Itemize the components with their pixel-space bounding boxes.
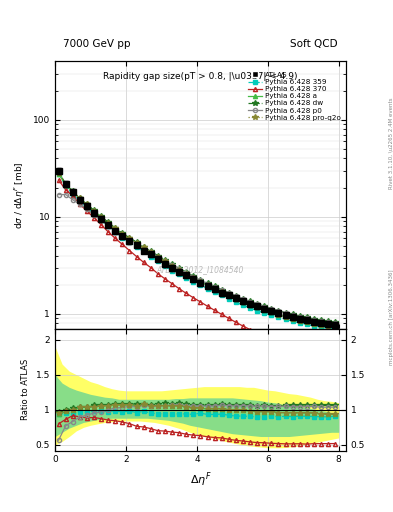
Text: Rivet 3.1.10, \u2265 2.4M events: Rivet 3.1.10, \u2265 2.4M events (389, 98, 393, 189)
Y-axis label: Ratio to ATLAS: Ratio to ATLAS (21, 359, 30, 420)
Y-axis label: d$\sigma$ / d$\Delta\eta^F$ [mb]: d$\sigma$ / d$\Delta\eta^F$ [mb] (13, 161, 28, 229)
Legend: ATLAS, Pythia 6.428 359, Pythia 6.428 370, Pythia 6.428 a, Pythia 6.428 dw, Pyth: ATLAS, Pythia 6.428 359, Pythia 6.428 37… (246, 71, 342, 122)
X-axis label: $\Delta\eta^F$: $\Delta\eta^F$ (189, 470, 211, 488)
Text: Rapidity gap size(pT > 0.8, |\u03b7| < 4.9): Rapidity gap size(pT > 0.8, |\u03b7| < 4… (103, 72, 298, 81)
Text: 7000 GeV pp: 7000 GeV pp (63, 38, 130, 49)
Text: ATLAS_2012_I1084540: ATLAS_2012_I1084540 (157, 266, 244, 274)
Text: Soft QCD: Soft QCD (290, 38, 338, 49)
Text: mcplots.cern.ch [arXiv:1306.3436]: mcplots.cern.ch [arXiv:1306.3436] (389, 270, 393, 365)
